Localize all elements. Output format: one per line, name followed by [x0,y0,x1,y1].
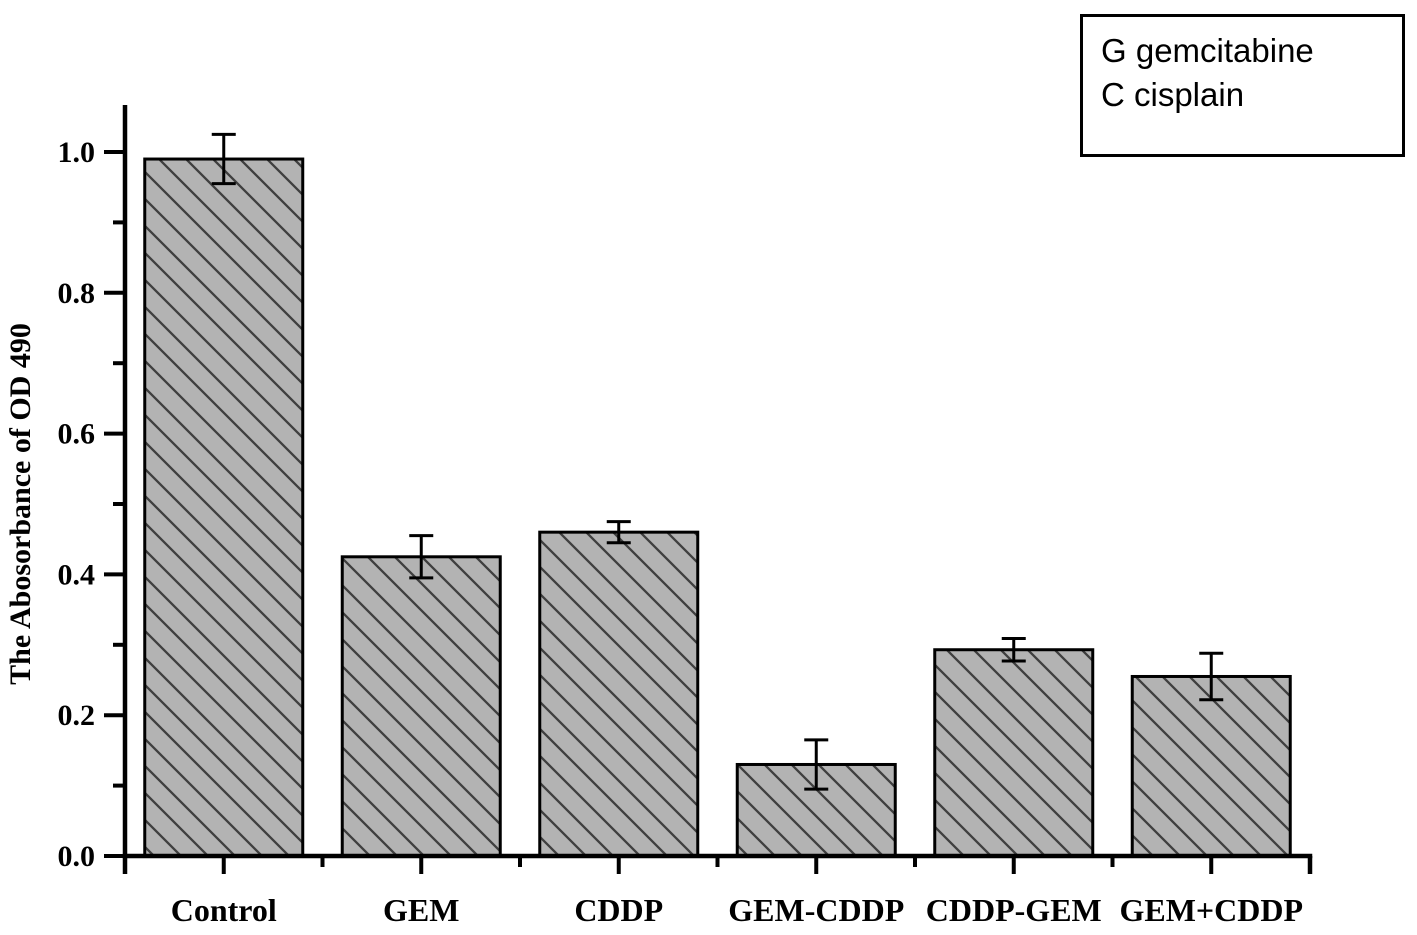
legend-item-gemcitabine: G gemcitabine [1101,32,1314,69]
legend-item-cisplain: C cisplain [1101,76,1245,113]
y-tick-label-0.4: 0.4 [58,558,96,591]
y-tick-label-0.6: 0.6 [58,418,96,451]
bar-group-GEM+CDDP [1130,651,1292,858]
y-tick-label-0.8: 0.8 [58,277,96,310]
bar-CDDP [538,530,700,858]
bar-group-GEM-CDDP [735,738,897,858]
bar-group-CDDP-GEM [933,636,1095,858]
plot-area: 0.0 0.2 0.4 0.6 0.8 1.0 Control GEM CDDP GEM-CDDP… [4,105,1313,928]
bar-Control [143,157,305,858]
legend: G gemcitabine C cisplain [1080,14,1405,157]
x-category-label-GEM: GEM [383,892,459,928]
y-tick-label-1.0: 1.0 [58,136,96,169]
bar-group-CDDP [538,520,700,858]
bar-group-GEM [340,534,502,858]
bar-CDDP-GEM [933,648,1095,858]
x-category-label-CDDP: CDDP [574,892,663,928]
y-tick-label-0.2: 0.2 [58,699,96,732]
y-axis-title: The Abosorbance of OD 490 [4,323,37,685]
x-category-label-GEM+CDDP: GEM+CDDP [1119,892,1303,928]
y-tick-label-0.0: 0.0 [58,840,96,873]
x-category-label-Control: Control [171,892,277,928]
x-category-label-GEM-CDDP: GEM-CDDP [728,892,904,928]
bar-group-Control [143,132,305,858]
bar-GEM+CDDP [1130,674,1292,858]
bar-GEM [340,555,502,858]
x-category-label-CDDP-GEM: CDDP-GEM [926,892,1102,928]
